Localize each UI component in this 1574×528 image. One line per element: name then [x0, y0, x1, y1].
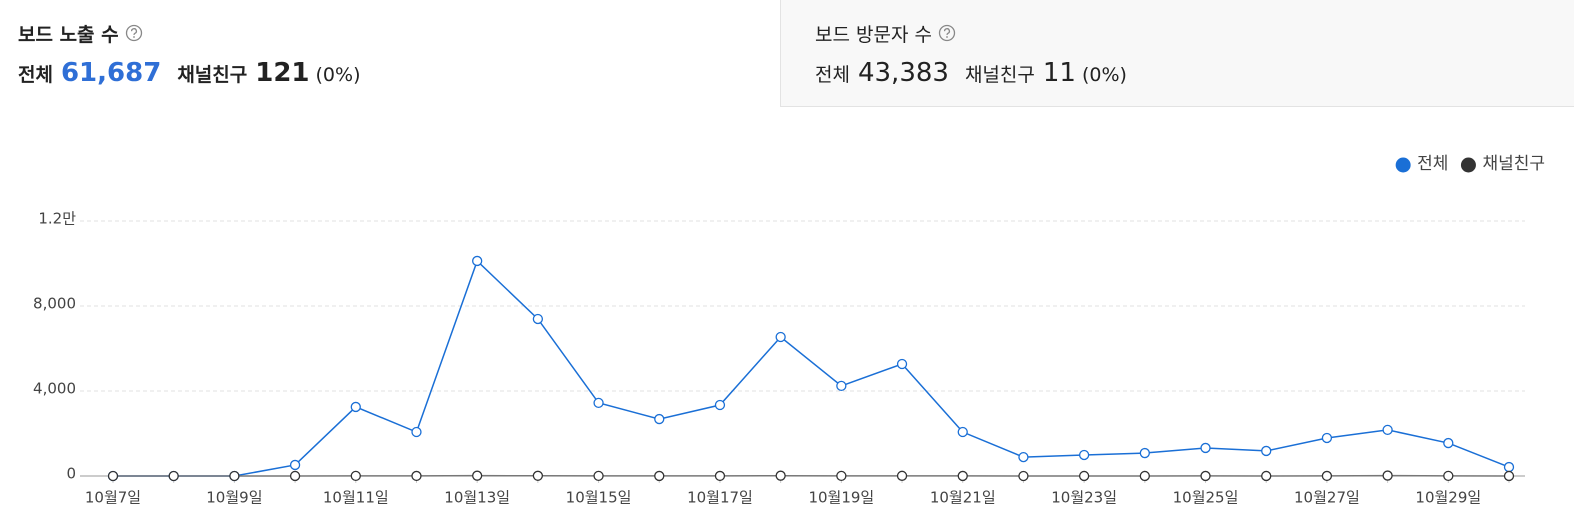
- data-point: [1018, 451, 1029, 463]
- data-point: [472, 255, 483, 267]
- x-tick-label: 10월9일: [206, 489, 262, 507]
- stats-row: 전체 43,383 채널친구 11 (0%): [815, 58, 1574, 88]
- friends-label: 채널친구: [964, 64, 1035, 86]
- data-point: [957, 470, 968, 482]
- total-value: 43,383: [857, 58, 949, 88]
- data-point: [532, 470, 544, 481]
- data-point: [654, 470, 665, 482]
- data-point: [896, 470, 908, 481]
- friends-value: 11: [1042, 58, 1076, 88]
- series-line: [113, 259, 1510, 477]
- x-tick-label: 10월21일: [930, 489, 996, 507]
- data-point: [350, 401, 361, 413]
- legend-swatch: [1460, 157, 1476, 173]
- visitors-panel: 보드 방문자 수 전체 43,383 채널친구 11 (0%): [780, 0, 1574, 107]
- x-tick-label: 10월29일: [1415, 489, 1481, 507]
- x-tick-label: 10월27일: [1294, 489, 1360, 507]
- panel-title: 보드 방문자 수: [815, 23, 932, 46]
- data-point: [836, 470, 847, 482]
- x-tick-label: 10월19일: [808, 489, 874, 507]
- data-point: [1503, 470, 1515, 482]
- x-tick-label: 10월23일: [1051, 489, 1117, 507]
- data-point: [107, 470, 119, 482]
- help-icon[interactable]: [125, 24, 143, 42]
- data-point: [714, 470, 726, 482]
- data-point: [1018, 470, 1029, 482]
- y-tick-label: 8,000: [33, 295, 76, 313]
- total-label: 전체: [18, 64, 53, 86]
- data-point: [289, 470, 301, 482]
- data-point: [593, 397, 604, 409]
- friends-label: 채널친구: [177, 64, 248, 86]
- data-point: [1139, 447, 1150, 459]
- total-value: 61,687: [60, 58, 162, 88]
- x-tick-label: 10월11일: [323, 489, 389, 507]
- data-point: [1200, 442, 1211, 454]
- data-point: [775, 331, 786, 343]
- impressions-panel: 보드 노출 수 전체 61,687 채널친구 121 (0%): [0, 0, 780, 107]
- legend-label: 채널친구: [1482, 154, 1545, 174]
- data-point: [1382, 470, 1393, 481]
- stats-row: 전체 61,687 채널친구 121 (0%): [18, 58, 780, 88]
- panel-title: 보드 노출 수: [18, 23, 119, 46]
- data-point: [593, 470, 604, 482]
- panel-title-row: 보드 방문자 수: [815, 20, 1574, 46]
- data-point: [1443, 470, 1454, 482]
- total-label: 전체: [815, 64, 850, 86]
- data-point: [532, 313, 544, 325]
- friends-pct: (0%): [1081, 64, 1127, 86]
- data-point: [1321, 470, 1333, 482]
- data-point: [1382, 424, 1393, 436]
- data-point: [411, 426, 422, 438]
- data-point: [775, 470, 786, 481]
- data-point: [168, 470, 179, 482]
- data-point: [1200, 470, 1211, 482]
- data-point: [411, 470, 422, 482]
- x-tick-label: 10월25일: [1173, 489, 1239, 507]
- data-point: [350, 470, 361, 482]
- data-point: [1078, 449, 1090, 461]
- legend-label: 전체: [1417, 154, 1448, 174]
- friends-pct: (0%): [315, 64, 361, 86]
- data-point: [1261, 445, 1272, 457]
- data-point: [1503, 461, 1515, 473]
- data-point: [1139, 470, 1150, 482]
- y-tick-label: 1.2만: [38, 210, 76, 228]
- data-point: [896, 358, 908, 370]
- x-tick-label: 10월13일: [444, 489, 510, 507]
- x-tick-label: 10월15일: [566, 489, 632, 507]
- x-tick-label: 10월17일: [687, 489, 753, 507]
- data-point: [654, 413, 665, 425]
- data-point: [957, 426, 968, 438]
- y-tick-label: 4,000: [33, 380, 76, 398]
- y-tick-label: 0: [66, 465, 76, 483]
- legend-swatch: [1395, 157, 1411, 173]
- data-point: [1261, 470, 1272, 482]
- panel-title-row: 보드 노출 수: [18, 20, 780, 46]
- data-point: [836, 380, 847, 392]
- data-point: [1443, 437, 1454, 449]
- data-point: [714, 399, 726, 411]
- data-point: [229, 470, 240, 482]
- friends-value: 121: [255, 58, 310, 88]
- data-point: [1321, 432, 1333, 444]
- data-point: [289, 459, 301, 471]
- help-icon[interactable]: [938, 24, 956, 42]
- data-point: [1078, 470, 1090, 482]
- x-tick-label: 10월7일: [85, 489, 141, 507]
- data-point: [472, 470, 483, 481]
